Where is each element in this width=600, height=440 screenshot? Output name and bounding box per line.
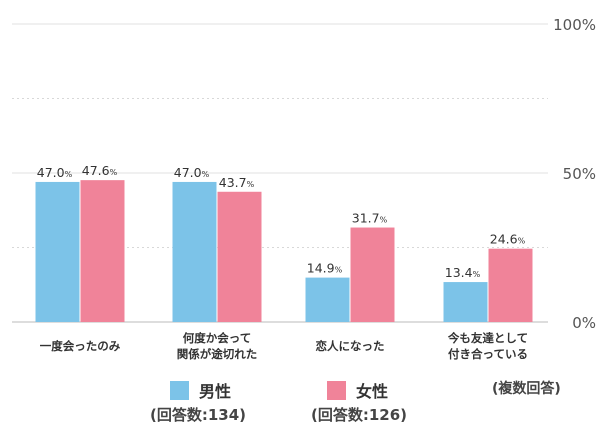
bar-male (35, 181, 80, 322)
category-label: 付き合っている (448, 347, 528, 361)
bar-male (443, 282, 488, 322)
category-label: 一度会ったのみ (40, 339, 121, 353)
bar-female (488, 248, 533, 322)
data-label-female: 31.7% (352, 211, 388, 226)
data-label-female: 47.6% (82, 163, 118, 178)
multiple-answers-note: (複数回答) (492, 381, 561, 397)
legend-male-count: (回答数:134) (150, 406, 247, 424)
legend-female-count: (回答数:126) (311, 406, 408, 424)
y-tick-label: 50% (563, 165, 596, 183)
legend-female: 女性 (327, 378, 388, 402)
data-label-female: 43.7% (219, 175, 255, 190)
bar-female (217, 191, 262, 322)
legend-female-label: 女性 (356, 382, 389, 401)
data-label-male: 13.4% (445, 265, 481, 280)
data-label-male: 14.9% (307, 261, 343, 276)
category-label: 何度か会って (183, 331, 251, 345)
y-tick-label: 100% (553, 16, 596, 34)
y-tick-label: 0% (572, 314, 596, 332)
legend-male-swatch (170, 380, 189, 400)
data-label-male: 47.0% (37, 165, 73, 180)
data-label-female: 24.6% (490, 232, 526, 247)
category-label: 関係が途切れた (177, 347, 258, 361)
category-label: 今も友達として (447, 331, 528, 345)
bar-female (350, 227, 395, 322)
legend-male: 男性 (170, 378, 231, 402)
bar-male (172, 181, 217, 322)
data-label-male: 47.0% (174, 165, 210, 180)
legend-male-label: 男性 (199, 382, 232, 401)
bar-female (80, 180, 125, 322)
legend-female-swatch (327, 380, 346, 400)
bar-male (305, 277, 350, 322)
bar-chart: 0% 50% 100% 47.0% 47.0% 14.9% 13.4% 47.6% 43.7% 3… (12, 16, 596, 361)
category-label: 恋人になった (316, 339, 385, 353)
